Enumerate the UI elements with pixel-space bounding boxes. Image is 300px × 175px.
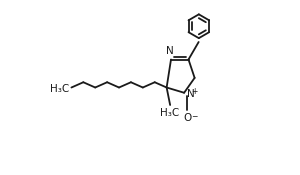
Text: −: −	[191, 112, 197, 121]
Text: N: N	[187, 89, 194, 99]
Text: H₃C: H₃C	[160, 108, 179, 118]
Text: +: +	[191, 86, 198, 96]
Text: N: N	[166, 46, 174, 56]
Text: H₃C: H₃C	[50, 84, 70, 94]
Text: O: O	[183, 113, 191, 123]
